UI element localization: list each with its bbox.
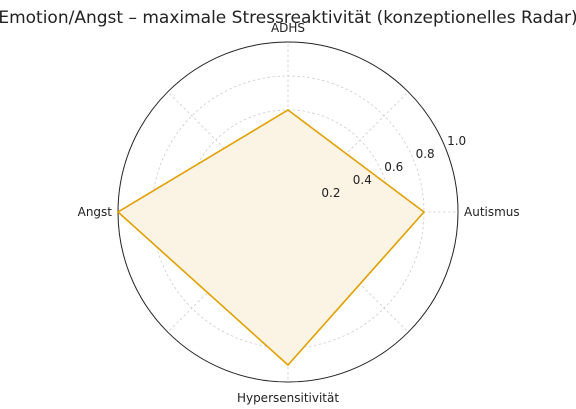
axis-labels: Autismus ADHS Angst Hypersensitivität	[78, 21, 520, 405]
chart-title: Emotion/Angst – maximale Stressreaktivit…	[0, 8, 576, 28]
series-polygon	[116, 109, 426, 367]
r-tick-label: 0.8	[416, 147, 435, 161]
r-tick-label: 0.4	[353, 173, 372, 187]
tick-labels: 0.2 0.4 0.6 0.8 1.0	[321, 134, 466, 200]
axis-label-angst: Angst	[78, 205, 113, 219]
axis-label-adhs: ADHS	[271, 21, 305, 35]
r-tick-label: 0.2	[321, 186, 340, 200]
series-layer	[116, 109, 426, 367]
r-tick-label: 1.0	[447, 134, 466, 148]
axis-label-hypersensitivit-t: Hypersensitivität	[237, 391, 339, 405]
r-tick-label: 0.6	[384, 160, 403, 174]
axis-label-autismus: Autismus	[464, 205, 520, 219]
grid-spoke	[287, 91, 409, 213]
